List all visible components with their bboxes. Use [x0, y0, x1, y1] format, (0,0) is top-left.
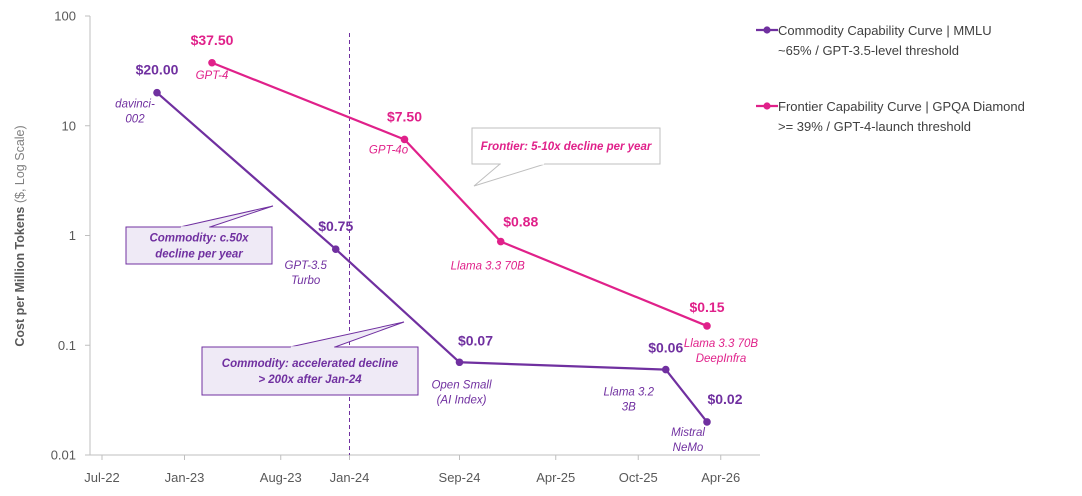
frontier-data-point — [208, 58, 216, 67]
legend-label: Commodity Capability Curve | MMLU — [778, 23, 992, 38]
frontier-data-point — [703, 322, 711, 330]
price-label: $0.07 — [458, 332, 493, 348]
legend-swatch-marker — [763, 26, 771, 34]
price-label: $0.75 — [318, 218, 353, 234]
model-label: davinci- 002 — [115, 99, 155, 126]
model-label-line: Turbo — [291, 275, 321, 287]
frontier-series-line — [211, 61, 708, 327]
model-label-line: GPT-4 — [196, 70, 229, 82]
callout-pointer — [289, 321, 405, 348]
model-label-line: Mistral — [671, 427, 705, 439]
model-label-line: NeMo — [673, 442, 704, 454]
legend-label-line2: ~65% / GPT-3.5-level threshold — [778, 43, 959, 58]
model-label-line: Llama 3.3 70B — [451, 261, 525, 273]
price-label: $0.15 — [689, 299, 724, 315]
x-tick-label: Aug-23 — [260, 470, 302, 485]
y-axis-title: Cost per Million Tokens ($, Log Scale) — [13, 125, 27, 346]
frontier-data-point — [496, 237, 505, 246]
y-tick-label: 0.1 — [58, 338, 76, 353]
model-label: GPT-4 — [196, 70, 229, 82]
callout-box — [201, 346, 419, 396]
model-label-line: Llama 3.2 — [603, 387, 654, 399]
price-label: $0.02 — [707, 391, 742, 407]
model-label-line: Open Small — [431, 379, 492, 391]
commodity-data-point — [661, 365, 670, 374]
legend-item: Frontier Capability Curve | GPQA Diamond… — [756, 99, 1025, 134]
x-tick-label: Oct-25 — [619, 470, 658, 485]
model-label-line: davinci- — [115, 99, 155, 111]
commodity-data-point — [703, 418, 711, 426]
callout-text: decline per year — [155, 249, 243, 261]
annotation-callout: Frontier: 5-10x decline per year — [471, 127, 661, 187]
legend-item: Commodity Capability Curve | MMLU ~65% / … — [756, 23, 992, 58]
legend-label: Frontier Capability Curve | GPQA Diamond — [778, 99, 1025, 114]
price-label: $20.00 — [136, 62, 179, 78]
x-tick-label: Jan-23 — [165, 470, 205, 485]
y-tick-label: 0.01 — [51, 448, 76, 463]
y-axis-title-main: Cost per Million Tokens — [13, 207, 27, 347]
annotation-callout: Commodity: c.50x decline per year — [125, 205, 274, 265]
x-tick-label: Sep-24 — [439, 470, 481, 485]
model-label: Llama 3.3 70B — [451, 261, 525, 273]
frontier-data-point — [400, 135, 409, 144]
commodity-data-point — [455, 358, 464, 367]
callout-text: Commodity: c.50x — [149, 233, 249, 245]
model-label-line: DeepInfra — [696, 353, 747, 365]
model-label-line: (AI Index) — [437, 394, 487, 406]
model-label: GPT-4o — [369, 144, 409, 156]
callout-box — [471, 127, 661, 165]
model-label: Llama 3.2 3B — [603, 387, 654, 414]
x-tick-label: Jan-24 — [330, 470, 370, 485]
y-tick-label: 1 — [69, 228, 76, 243]
model-label: Open Small (AI Index) — [431, 379, 492, 406]
x-tick-label: Apr-25 — [536, 470, 575, 485]
model-label: Mistral NeMo — [671, 427, 705, 454]
model-label: GPT-3.5 Turbo — [285, 260, 328, 287]
y-axis-title-suffix: ($, Log Scale) — [13, 125, 27, 206]
annotation-callout: Commodity: accelerated decline > 200x aft… — [201, 321, 419, 396]
model-label: Llama 3.3 70B DeepInfra — [684, 338, 758, 365]
callout-box — [125, 226, 273, 265]
callout-text: > 200x after Jan-24 — [258, 374, 362, 386]
model-label-line: 002 — [125, 114, 145, 126]
commodity-data-point — [331, 245, 340, 254]
model-label-line: Llama 3.3 70B — [684, 338, 758, 350]
series-lines — [153, 58, 711, 426]
y-tick-label: 100 — [54, 9, 76, 24]
price-label: $0.06 — [648, 340, 683, 356]
model-label-line: GPT-3.5 — [285, 260, 328, 272]
callout-pointer — [179, 205, 274, 228]
callout-text: Commodity: accelerated decline — [222, 358, 399, 370]
callout-text: Frontier: 5-10x decline per year — [481, 141, 652, 153]
legend: Commodity Capability Curve | MMLU ~65% / … — [756, 23, 1025, 134]
model-label-line: GPT-4o — [369, 144, 409, 156]
legend-swatch-marker — [763, 102, 771, 110]
commodity-data-point — [153, 88, 161, 97]
axes: Cost per Million Tokens ($, Log Scale) 1… — [13, 9, 760, 485]
legend-label-line2: >= 39% / GPT-4-launch threshold — [778, 119, 971, 134]
data-labels: $20.00 davinci- 002 $0.75 GPT-3.5 Turbo $0.07 O… — [115, 32, 758, 454]
price-label: $7.50 — [387, 108, 422, 124]
price-label: $0.88 — [503, 214, 538, 230]
model-label-line: 3B — [622, 402, 636, 414]
callout-pointer — [473, 163, 546, 187]
x-tick-label: Apr-26 — [701, 470, 740, 485]
x-tick-label: Jul-22 — [84, 470, 119, 485]
y-tick-label: 10 — [62, 118, 76, 133]
price-label: $37.50 — [191, 32, 234, 48]
